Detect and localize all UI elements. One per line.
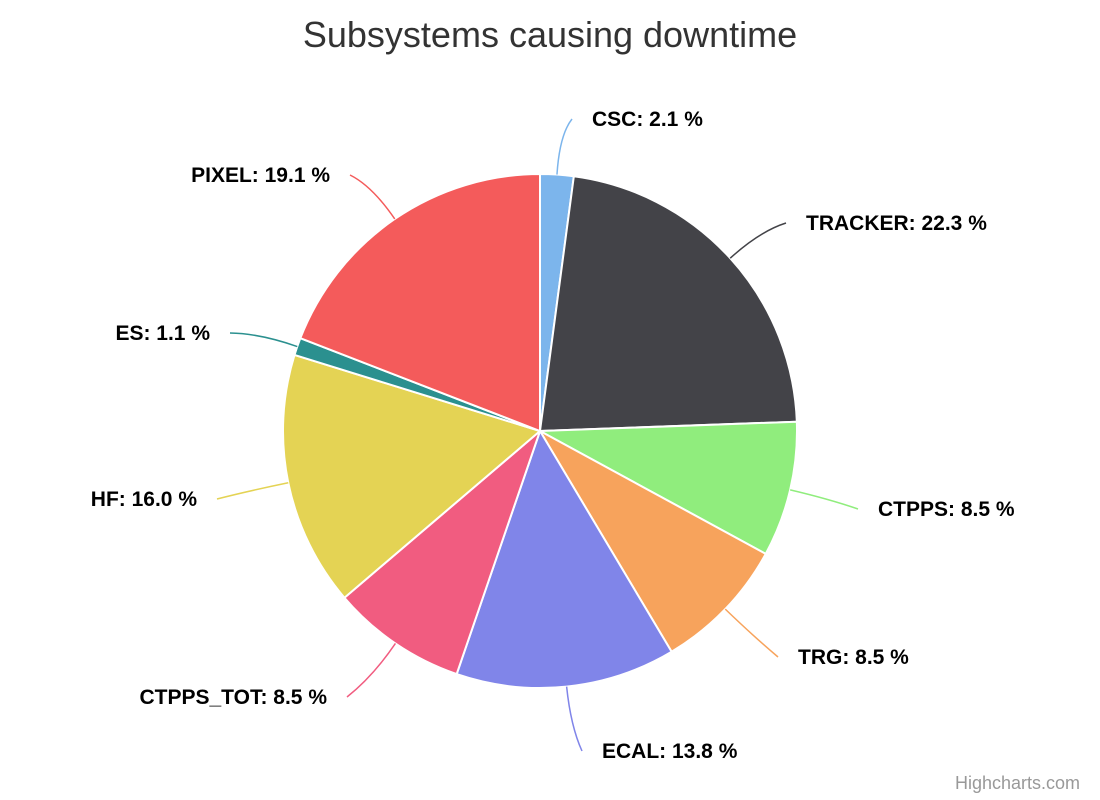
slice-label-pixel: PIXEL: 19.1 % — [191, 164, 330, 187]
slice-label-tracker: TRACKER: 22.3 % — [806, 212, 987, 235]
connector-trg — [724, 608, 779, 658]
slice-label-csc: CSC: 2.1 % — [592, 108, 703, 131]
slice-label-ctpps-tot: CTPPS_TOT: 8.5 % — [139, 686, 327, 709]
slice-label-ctpps: CTPPS: 8.5 % — [878, 498, 1015, 521]
pie-slice-ctpps-tot[interactable] — [343, 430, 541, 676]
slice-label-ecal: ECAL: 13.8 % — [602, 740, 738, 763]
connector-ecal — [565, 686, 583, 752]
pie-slice-ecal[interactable] — [455, 430, 673, 689]
pie-slices — [282, 173, 798, 689]
pie-slice-trg[interactable] — [539, 430, 767, 653]
connector-ctpps — [789, 489, 859, 510]
pie-slice-tracker[interactable] — [539, 175, 798, 432]
pie-slice-ctpps[interactable] — [539, 420, 798, 555]
slice-label-hf: HF: 16.0 % — [91, 488, 198, 511]
slice-label-es: ES: 1.1 % — [115, 322, 210, 345]
connector-pixel — [349, 174, 396, 220]
slice-label-trg: TRG: 8.5 % — [798, 646, 909, 669]
slice-labels: CSC: 2.1 % TRACKER: 22.3 % CTPPS: 8.5 % TRG… — [91, 108, 1015, 763]
connector-es — [229, 332, 298, 348]
connector-tracker — [729, 222, 787, 259]
label-connectors — [216, 118, 859, 752]
credits-link[interactable]: Highcharts.com — [954, 773, 1080, 793]
connector-hf — [216, 482, 289, 500]
connector-csc — [556, 118, 573, 175]
connector-ctpps-tot — [346, 643, 397, 698]
chart-title: Subsystems causing downtime — [302, 14, 798, 55]
